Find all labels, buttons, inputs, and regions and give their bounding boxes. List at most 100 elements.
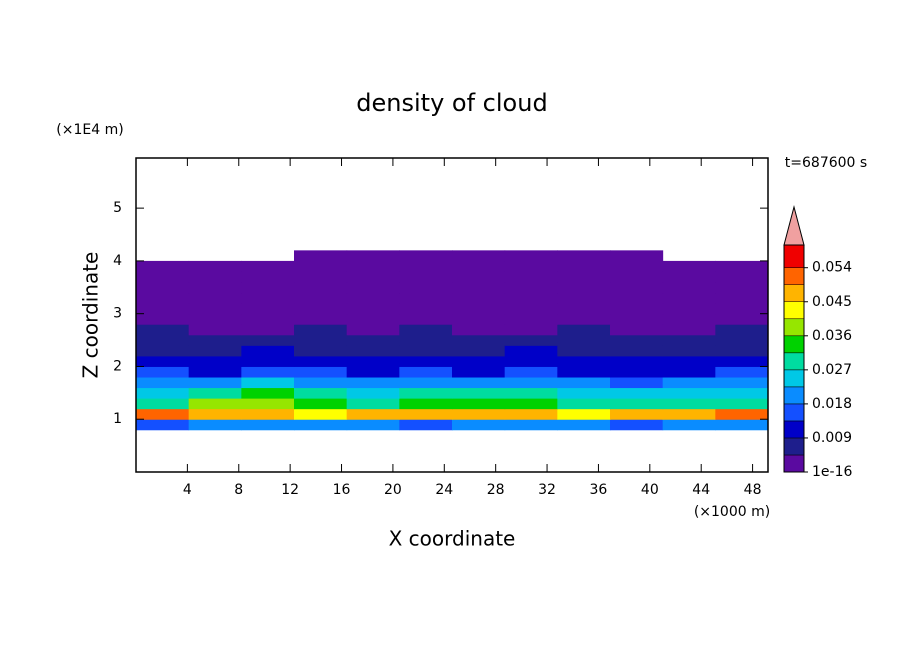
heat-cell	[346, 303, 400, 315]
heat-cell	[136, 355, 190, 367]
heat-cell	[399, 398, 453, 410]
x-tick-label: 40	[641, 482, 659, 498]
heat-cell	[241, 398, 295, 410]
heat-cell	[504, 419, 558, 431]
heat-cell	[662, 355, 716, 367]
heat-cell	[294, 419, 348, 431]
heat-cell	[241, 419, 295, 431]
heat-cell	[557, 366, 611, 378]
heat-cell	[504, 271, 558, 283]
heat-cell	[452, 366, 506, 378]
heat-cell	[715, 398, 769, 410]
x-tick-label: 44	[692, 482, 710, 498]
heat-cell	[294, 345, 348, 357]
heat-cell	[294, 303, 348, 315]
heat-cell	[715, 377, 769, 389]
heat-cell	[504, 408, 558, 420]
heat-cell	[241, 345, 295, 357]
heat-cell	[136, 334, 190, 346]
heat-cell	[610, 282, 664, 294]
heat-cell	[294, 260, 348, 272]
heat-cell	[610, 260, 664, 272]
heat-cell	[504, 387, 558, 399]
heat-cell	[294, 334, 348, 346]
y-tick-label: 4	[113, 253, 122, 269]
colorbar-band	[783, 244, 805, 268]
heat-cell	[715, 324, 769, 336]
x-tick-label: 12	[281, 482, 299, 498]
heat-cell	[610, 271, 664, 283]
colorbar-band	[783, 437, 805, 456]
heat-cell	[399, 292, 453, 304]
heat-cell	[188, 419, 242, 431]
heat-cell	[188, 366, 242, 378]
heat-cell	[715, 387, 769, 399]
heat-cell	[399, 345, 453, 357]
colorbar-band	[783, 301, 805, 320]
heat-cell	[188, 345, 242, 357]
y-tick-label: 5	[113, 200, 122, 216]
heat-cell	[399, 355, 453, 367]
heat-cell	[399, 366, 453, 378]
heat-cell	[662, 408, 716, 420]
heat-cell	[241, 303, 295, 315]
colorbar-band	[783, 386, 805, 405]
y-tick-label: 1	[113, 411, 122, 427]
annotation: t=687600 s	[785, 155, 867, 171]
heat-cell	[136, 271, 190, 283]
heat-cell	[662, 398, 716, 410]
heat-cell	[610, 408, 664, 420]
colorbar-tick-label: 0.009	[812, 430, 852, 446]
colorbar-band	[783, 420, 805, 439]
x-axis-label: X coordinate	[389, 527, 516, 551]
heat-cell	[136, 377, 190, 389]
heat-cell	[452, 355, 506, 367]
heat-cell	[715, 334, 769, 346]
heat-cell	[557, 334, 611, 346]
heat-cell	[610, 313, 664, 325]
heat-cell	[504, 377, 558, 389]
heat-cell	[557, 419, 611, 431]
heat-cell	[662, 345, 716, 357]
heat-cell	[662, 282, 716, 294]
heat-cell	[452, 334, 506, 346]
heat-cell	[557, 377, 611, 389]
heat-cell	[504, 313, 558, 325]
heat-cell	[452, 271, 506, 283]
heat-cell	[346, 250, 400, 262]
heat-cell	[504, 334, 558, 346]
x-unit: (×1000 m)	[694, 504, 770, 520]
heat-cell	[294, 271, 348, 283]
heat-cell	[136, 419, 190, 431]
heat-cell	[504, 250, 558, 262]
heat-cell	[241, 282, 295, 294]
heat-cell	[188, 292, 242, 304]
heat-cell	[504, 260, 558, 272]
heat-cell	[136, 260, 190, 272]
heat-cell	[136, 292, 190, 304]
heat-cell	[346, 355, 400, 367]
heat-cell	[241, 334, 295, 346]
heat-cell	[452, 377, 506, 389]
heat-cell	[294, 313, 348, 325]
colorbar-overflow	[783, 205, 805, 246]
heat-cell	[294, 282, 348, 294]
colorbar-band	[783, 335, 805, 354]
heat-cell	[452, 292, 506, 304]
heat-cell	[399, 334, 453, 346]
heat-cell	[662, 387, 716, 399]
heat-cell	[294, 366, 348, 378]
heat-cell	[610, 377, 664, 389]
x-tick-label: 48	[744, 482, 762, 498]
heat-cell	[557, 303, 611, 315]
heat-cell	[241, 366, 295, 378]
heat-cell	[294, 408, 348, 420]
heat-cell	[399, 271, 453, 283]
heat-cell	[557, 355, 611, 367]
heat-cell	[610, 355, 664, 367]
x-tick-label: 16	[333, 482, 351, 498]
heat-cell	[452, 398, 506, 410]
heat-cell	[715, 260, 769, 272]
colorbar-tick-label: 0.018	[812, 396, 852, 412]
heat-cell	[662, 419, 716, 431]
